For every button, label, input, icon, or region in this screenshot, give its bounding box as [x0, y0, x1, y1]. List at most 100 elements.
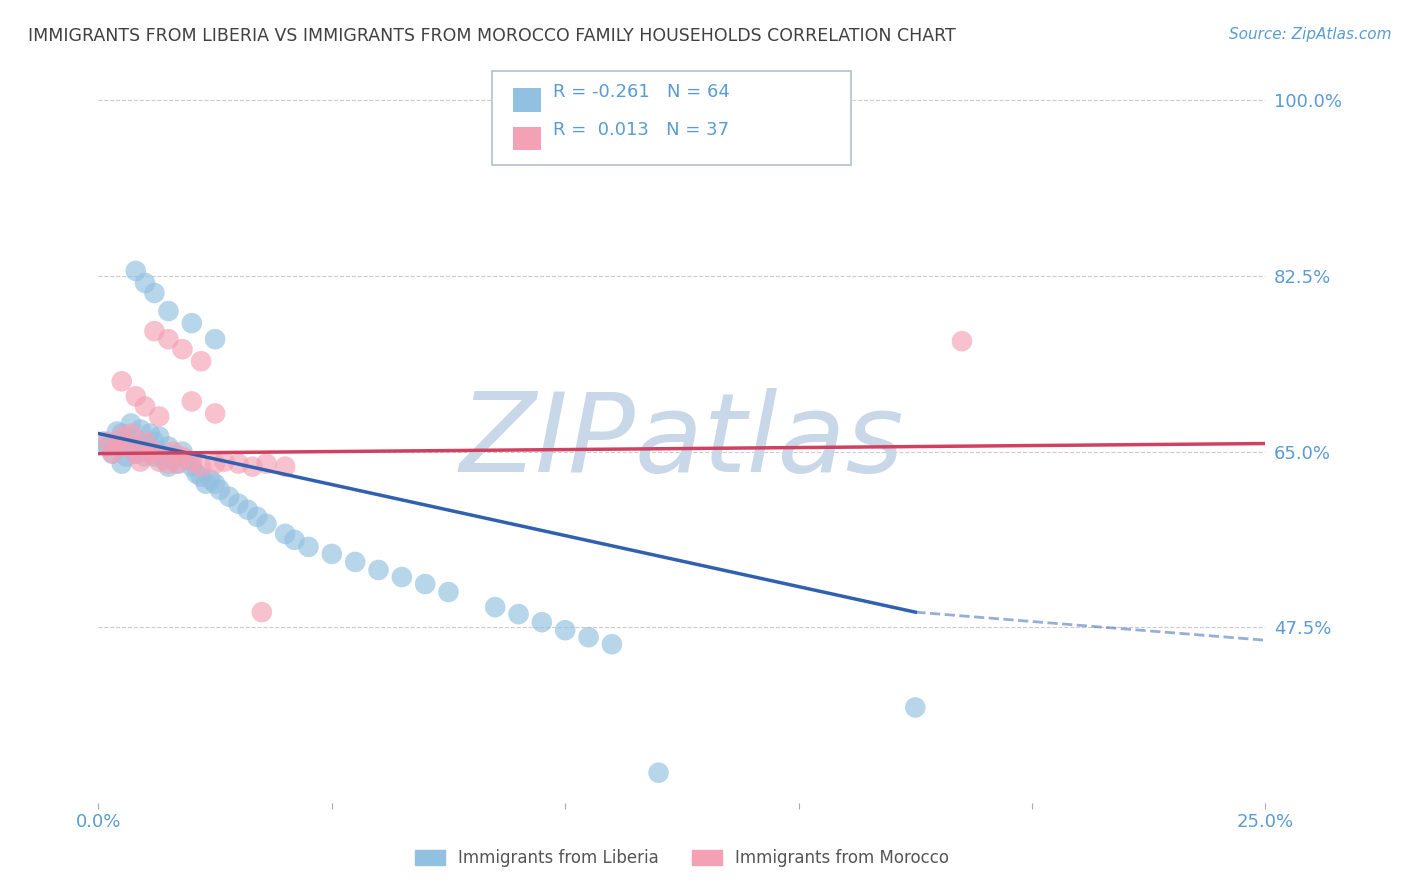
Point — [647, 765, 669, 780]
Point — [204, 407, 226, 421]
Point — [904, 700, 927, 714]
Point — [120, 426, 142, 441]
Point — [105, 436, 128, 450]
Point — [204, 457, 226, 471]
Point — [152, 452, 174, 467]
Point — [129, 422, 152, 436]
Point — [97, 440, 120, 454]
Point — [157, 457, 180, 471]
Point — [194, 476, 217, 491]
Point — [111, 426, 134, 441]
Point — [180, 459, 202, 474]
Point — [111, 457, 134, 471]
Text: R = -0.261   N = 64: R = -0.261 N = 64 — [553, 83, 730, 101]
Point — [143, 434, 166, 449]
Point — [256, 457, 278, 471]
Point — [143, 324, 166, 338]
Point — [180, 454, 202, 468]
Point — [162, 444, 184, 458]
Point — [214, 454, 236, 468]
Point — [236, 503, 259, 517]
Point — [125, 264, 148, 278]
Point — [115, 440, 138, 454]
Point — [166, 457, 188, 471]
Point — [950, 334, 973, 348]
Point — [624, 847, 647, 862]
Point — [190, 469, 212, 483]
Text: ZIPatlas: ZIPatlas — [460, 388, 904, 495]
Point — [143, 285, 166, 300]
Point — [125, 446, 148, 460]
Point — [166, 457, 188, 471]
Text: R =  0.013   N = 37: R = 0.013 N = 37 — [553, 121, 728, 139]
Point — [367, 563, 389, 577]
Point — [250, 605, 273, 619]
Point — [554, 623, 576, 637]
Point — [190, 459, 212, 474]
Point — [344, 555, 367, 569]
Point — [148, 409, 170, 424]
Point — [148, 429, 170, 443]
Legend: Immigrants from Liberia, Immigrants from Morocco: Immigrants from Liberia, Immigrants from… — [408, 843, 956, 874]
Point — [139, 446, 162, 460]
Point — [172, 444, 194, 458]
Point — [129, 454, 152, 468]
Point — [111, 374, 134, 388]
Point — [139, 426, 162, 441]
Point — [134, 434, 156, 449]
Point — [120, 440, 142, 454]
Point — [134, 450, 156, 464]
Point — [162, 450, 184, 464]
Point — [180, 394, 202, 409]
Point — [139, 444, 162, 458]
Text: Source: ZipAtlas.com: Source: ZipAtlas.com — [1229, 27, 1392, 42]
Point — [283, 533, 305, 547]
Point — [204, 332, 226, 346]
Point — [111, 429, 134, 443]
Point — [200, 473, 222, 487]
Point — [115, 434, 138, 449]
Point — [578, 630, 600, 644]
Point — [256, 516, 278, 531]
Point — [157, 304, 180, 318]
Point — [125, 446, 148, 460]
Point — [484, 600, 506, 615]
Point — [148, 454, 170, 468]
Point — [143, 450, 166, 464]
Point — [97, 434, 120, 449]
Point — [530, 615, 553, 630]
Point — [134, 276, 156, 290]
Point — [148, 446, 170, 460]
Point — [242, 459, 264, 474]
Point — [208, 483, 231, 497]
Point — [180, 316, 202, 330]
Point — [391, 570, 413, 584]
Point — [120, 417, 142, 431]
Point — [134, 436, 156, 450]
Point — [274, 526, 297, 541]
Point — [157, 459, 180, 474]
Point — [143, 444, 166, 458]
Text: IMMIGRANTS FROM LIBERIA VS IMMIGRANTS FROM MOROCCO FAMILY HOUSEHOLDS CORRELATION: IMMIGRANTS FROM LIBERIA VS IMMIGRANTS FR… — [28, 27, 956, 45]
Point — [297, 540, 319, 554]
Point — [600, 637, 623, 651]
Point — [91, 434, 114, 449]
Point — [218, 490, 240, 504]
Point — [115, 450, 138, 464]
Point — [105, 425, 128, 439]
Point — [246, 509, 269, 524]
Point — [134, 400, 156, 414]
Point — [125, 389, 148, 403]
Point — [172, 450, 194, 464]
Point — [101, 446, 124, 460]
Point — [413, 577, 436, 591]
Point — [157, 332, 180, 346]
Point — [228, 497, 250, 511]
Point — [172, 342, 194, 356]
Point — [190, 354, 212, 368]
Point — [176, 452, 198, 467]
Point — [321, 547, 343, 561]
Point — [274, 459, 297, 474]
Point — [508, 607, 530, 621]
Point — [437, 585, 460, 599]
